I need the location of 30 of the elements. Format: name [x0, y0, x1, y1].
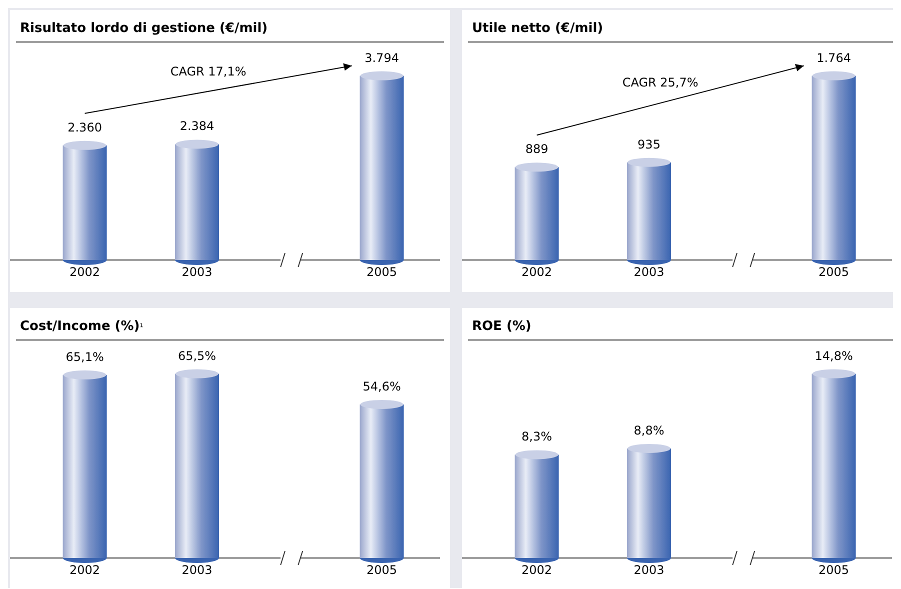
- annotation: CAGR 25,7%: [622, 75, 698, 90]
- data-label: 935: [638, 137, 660, 152]
- data-label: 8,8%: [634, 423, 664, 438]
- data-label: 2.384: [180, 119, 214, 134]
- chart-title: Utile netto (€/mil): [472, 21, 604, 36]
- x-tick-label: 2003: [634, 563, 664, 577]
- x-tick-label: 2003: [182, 265, 212, 279]
- annotation: CAGR 17,1%: [170, 64, 246, 79]
- data-label: 14,8%: [814, 348, 853, 363]
- data-label: 889: [525, 142, 548, 156]
- x-tick-label: 2002: [522, 265, 552, 279]
- x-tick-label: 2005: [818, 265, 850, 279]
- chart-title: Cost/Income (%)¹: [20, 319, 144, 334]
- chart-title: ROE (%): [472, 319, 532, 334]
- x-tick-label: 2005: [366, 563, 398, 577]
- data-label: 1.764: [816, 50, 851, 65]
- x-tick-label: 2003: [634, 265, 664, 279]
- x-tick-label: 2005: [366, 265, 398, 279]
- x-tick-label: 2002: [70, 563, 100, 577]
- data-label: 65,5%: [178, 348, 216, 363]
- data-label: 54,6%: [362, 379, 401, 394]
- data-label: 8,3%: [522, 430, 552, 444]
- x-tick-label: 2002: [70, 265, 100, 279]
- x-tick-label: 2002: [522, 563, 552, 577]
- data-label: 2.360: [68, 120, 102, 134]
- data-label: 3.794: [364, 50, 399, 65]
- data-label: 65,1%: [66, 350, 104, 364]
- chart-title: Risultato lordo di gestione (€/mil): [20, 21, 268, 36]
- x-tick-label: 2005: [818, 563, 850, 577]
- x-tick-label: 2003: [182, 563, 212, 577]
